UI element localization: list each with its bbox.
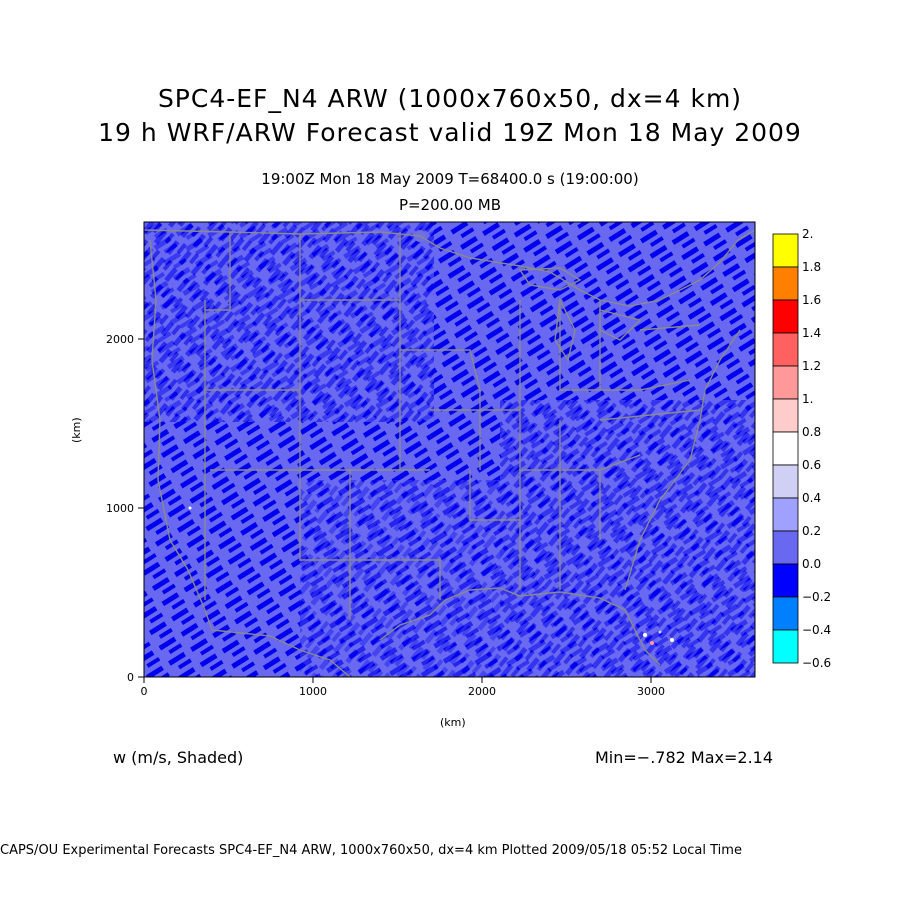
x-tick-label: 2000 (468, 685, 496, 698)
colorbar-swatch (772, 431, 799, 466)
colorbar-swatch (772, 563, 799, 598)
colorbar-label: 1.6 (802, 293, 821, 307)
colorbar-label: 2. (802, 227, 813, 241)
colorbar-label: 1.8 (802, 260, 821, 274)
y-tick-label: 1000 (106, 502, 134, 515)
colorbar-label: 1. (802, 392, 813, 406)
colorbar-label: 0.8 (802, 425, 821, 439)
colorbar-label: −0.2 (802, 590, 831, 604)
pressure-level-label: P=200.00 MB (398, 196, 502, 214)
colorbar-label: 1.2 (802, 359, 821, 373)
colorbar-swatch (772, 629, 799, 664)
x-tick-label: 3000 (637, 685, 665, 698)
footer-credit: CAPS/OU Experimental Forecasts SPC4-EF_N… (0, 843, 742, 858)
colorbar-label: 0.0 (802, 557, 821, 571)
colorbar-label: −0.6 (802, 656, 831, 670)
plot-title-line2: 19 h WRF/ARW Forecast valid 19Z Mon 18 M… (98, 118, 802, 147)
colorbar-swatch (772, 233, 799, 268)
valid-time-label: 19:00Z Mon 18 May 2009 T=68400.0 s (19:0… (261, 170, 639, 188)
colorbar-label: −0.4 (802, 623, 831, 637)
colorbar-swatch (772, 365, 799, 400)
colorbar-label: 0.6 (802, 458, 821, 472)
state-boundaries (144, 229, 755, 677)
colorbar-swatch (772, 464, 799, 499)
colorbar-label: 0.4 (802, 491, 821, 505)
y-tick-label: 0 (127, 671, 134, 684)
colorbar: 2. 1.8 1.6 1.4 1.2 1. 0.8 0.6 0.4 0.2 0.0 −0.2 −0.4 −… (772, 227, 831, 670)
x-tick-label: 0 (141, 685, 148, 698)
colorbar-swatch (772, 299, 799, 334)
x-axis-title: (km) (440, 716, 466, 729)
colorbar-swatch (772, 596, 799, 631)
colorbar-label: 1.4 (802, 326, 821, 340)
colorbar-swatch (772, 497, 799, 532)
colorbar-swatch (772, 332, 799, 367)
colorbar-swatch (772, 530, 799, 565)
x-axis-ticks: 0 1000 2000 3000 (141, 677, 665, 698)
x-tick-label: 1000 (299, 685, 327, 698)
w-field-shading (144, 222, 755, 677)
colorbar-label: 0.2 (802, 524, 821, 538)
y-tick-label: 2000 (106, 333, 134, 346)
y-axis-title: (km) (70, 417, 83, 443)
min-max-label: Min=−.782 Max=2.14 (595, 748, 774, 767)
plot-title-line1: SPC4-EF_N4 ARW (1000x760x50, dx=4 km) (157, 84, 743, 113)
y-axis-ticks: 0 1000 2000 (106, 333, 144, 684)
variable-label: w (m/s, Shaded) (113, 748, 244, 767)
colorbar-swatch (772, 266, 799, 301)
plot-frame (143, 221, 756, 678)
colorbar-swatch (772, 398, 799, 433)
